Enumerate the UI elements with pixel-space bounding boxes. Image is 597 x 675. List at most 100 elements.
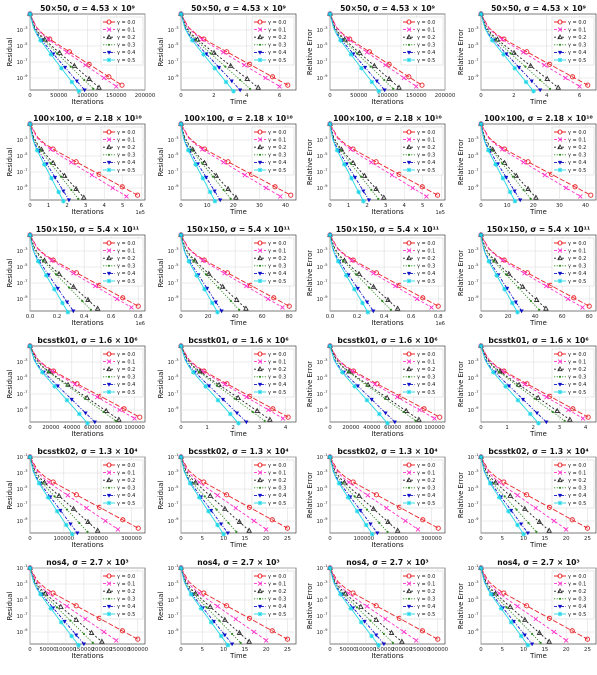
x-tick-label: 150000 (106, 93, 127, 99)
legend-marker-5 (106, 389, 112, 395)
series-marker-1 (580, 416, 586, 421)
series-marker-5 (194, 273, 199, 278)
series-marker-3 (233, 397, 236, 400)
y-tick-label: 10 (317, 44, 323, 50)
panel-title: bcsstk02, σ = 1.3 × 10⁴ (188, 447, 289, 456)
x-axis-label: Time (529, 319, 547, 327)
legend-marker-4 (406, 271, 412, 276)
y-tick-label: 10 (168, 186, 174, 192)
series-marker-5 (503, 384, 508, 389)
series-marker-4 (83, 411, 88, 416)
series-marker-4 (355, 384, 360, 389)
panel-title: bcsstk02, σ = 1.3 × 10⁴ (337, 447, 438, 456)
series-line-5 (29, 234, 69, 313)
series-marker-1 (389, 172, 395, 178)
y-tick-label: 10 (317, 297, 323, 303)
series-marker-5 (58, 619, 64, 625)
series-marker-1 (113, 84, 119, 89)
legend-marker-5 (257, 611, 263, 617)
y-tick-label: 10 (317, 28, 323, 34)
series-marker-2 (394, 305, 401, 311)
series-marker-2 (254, 407, 260, 413)
y-tick-exponent: -9 (24, 73, 28, 78)
y-tick-exponent: -3 (475, 579, 479, 584)
series-marker-5 (523, 79, 529, 85)
y-tick-label: 10 (168, 471, 174, 477)
legend-entry: γ = 0.4 (568, 382, 586, 388)
series-line-0 (29, 456, 139, 529)
series-marker-2 (361, 172, 368, 178)
series-marker-1 (346, 36, 351, 42)
y-tick-label: 10 (468, 566, 474, 572)
series-marker-5 (198, 606, 204, 611)
y-tick-exponent: -7 (24, 278, 28, 283)
series-marker-3 (49, 162, 52, 165)
y-tick-label: 10 (17, 503, 23, 509)
legend-box (251, 348, 295, 398)
series-marker-3 (201, 162, 204, 165)
panel-title: bcsstk01, σ = 1.6 × 10⁶ (488, 336, 588, 345)
series-line-3 (329, 456, 388, 533)
series-marker-5 (502, 286, 507, 292)
series-line-2 (480, 13, 559, 88)
y-tick-label: 10 (168, 519, 174, 525)
y-tick-exponent: -3 (24, 246, 28, 251)
x-tick-label: 4 (102, 203, 106, 209)
x-axis-label: Time (529, 98, 547, 106)
series-marker-5 (207, 189, 213, 195)
legend-entry: γ = 0.5 (568, 390, 586, 396)
series-marker-0 (419, 628, 425, 634)
series-marker-2 (533, 194, 539, 200)
legend-entry: γ = 0.4 (117, 160, 135, 166)
series-marker-5 (385, 420, 390, 426)
y-tick-label: 10 (17, 408, 23, 414)
x-tick-label: 50000 (39, 647, 57, 653)
legend-marker-0 (257, 462, 263, 468)
y-tick-label: 10 (168, 281, 174, 287)
series-marker-5 (201, 52, 206, 57)
x-tick-label: 150000 (406, 93, 427, 99)
series-line-5 (480, 123, 516, 202)
x-tick-label: 0.4 (80, 314, 89, 320)
y-tick-exponent: -7 (475, 500, 479, 505)
series-marker-5 (327, 121, 333, 127)
series-marker-2 (384, 394, 390, 400)
y-tick-label: 10 (17, 360, 23, 366)
series-marker-1 (522, 271, 527, 276)
series-marker-5 (189, 38, 195, 43)
x-tick-label: 0 (479, 314, 483, 320)
legend-entry: γ = 0.4 (268, 382, 286, 388)
panel-r5-c2: nos4, σ = 2.7 × 10³ 0 50000 100000150000200… (306, 558, 449, 660)
y-tick-label: 10 (468, 614, 474, 620)
legend-marker-5 (557, 57, 563, 63)
series-marker-3 (53, 495, 56, 498)
x-tick-label: 15 (241, 647, 248, 653)
series-marker-5 (215, 522, 220, 528)
series-marker-3 (524, 65, 527, 68)
y-tick-label: 10 (317, 154, 323, 160)
legend-marker-2 (557, 255, 563, 261)
series-marker-5 (515, 309, 520, 315)
x-tick-label: 60 (559, 314, 566, 320)
series-marker-2 (546, 638, 552, 644)
panel-title: bcsstk02, σ = 1.3 × 10⁴ (488, 447, 589, 456)
panel-title: 150×150, σ = 5.4 × 10¹¹ (36, 225, 139, 234)
legend-marker-0 (557, 19, 563, 25)
legend-marker-0 (406, 240, 412, 246)
series-line-1 (329, 456, 419, 530)
x-tick-label: 100000 (424, 425, 445, 431)
series-marker-5 (527, 411, 533, 417)
series-marker-4 (82, 88, 87, 93)
legend-entry: γ = 0.4 (417, 493, 435, 499)
series-line-1 (329, 13, 417, 87)
series-marker-5 (54, 508, 60, 514)
series-marker-3 (68, 286, 71, 289)
series-marker-5 (231, 88, 236, 94)
legend-marker-0 (106, 19, 112, 25)
y-tick-exponent: -7 (24, 389, 28, 394)
series-line-1 (480, 345, 584, 419)
series-marker-4 (65, 300, 70, 305)
x-axis-label: Iterations (371, 541, 404, 549)
y-tick-exponent: -1 (24, 563, 28, 568)
